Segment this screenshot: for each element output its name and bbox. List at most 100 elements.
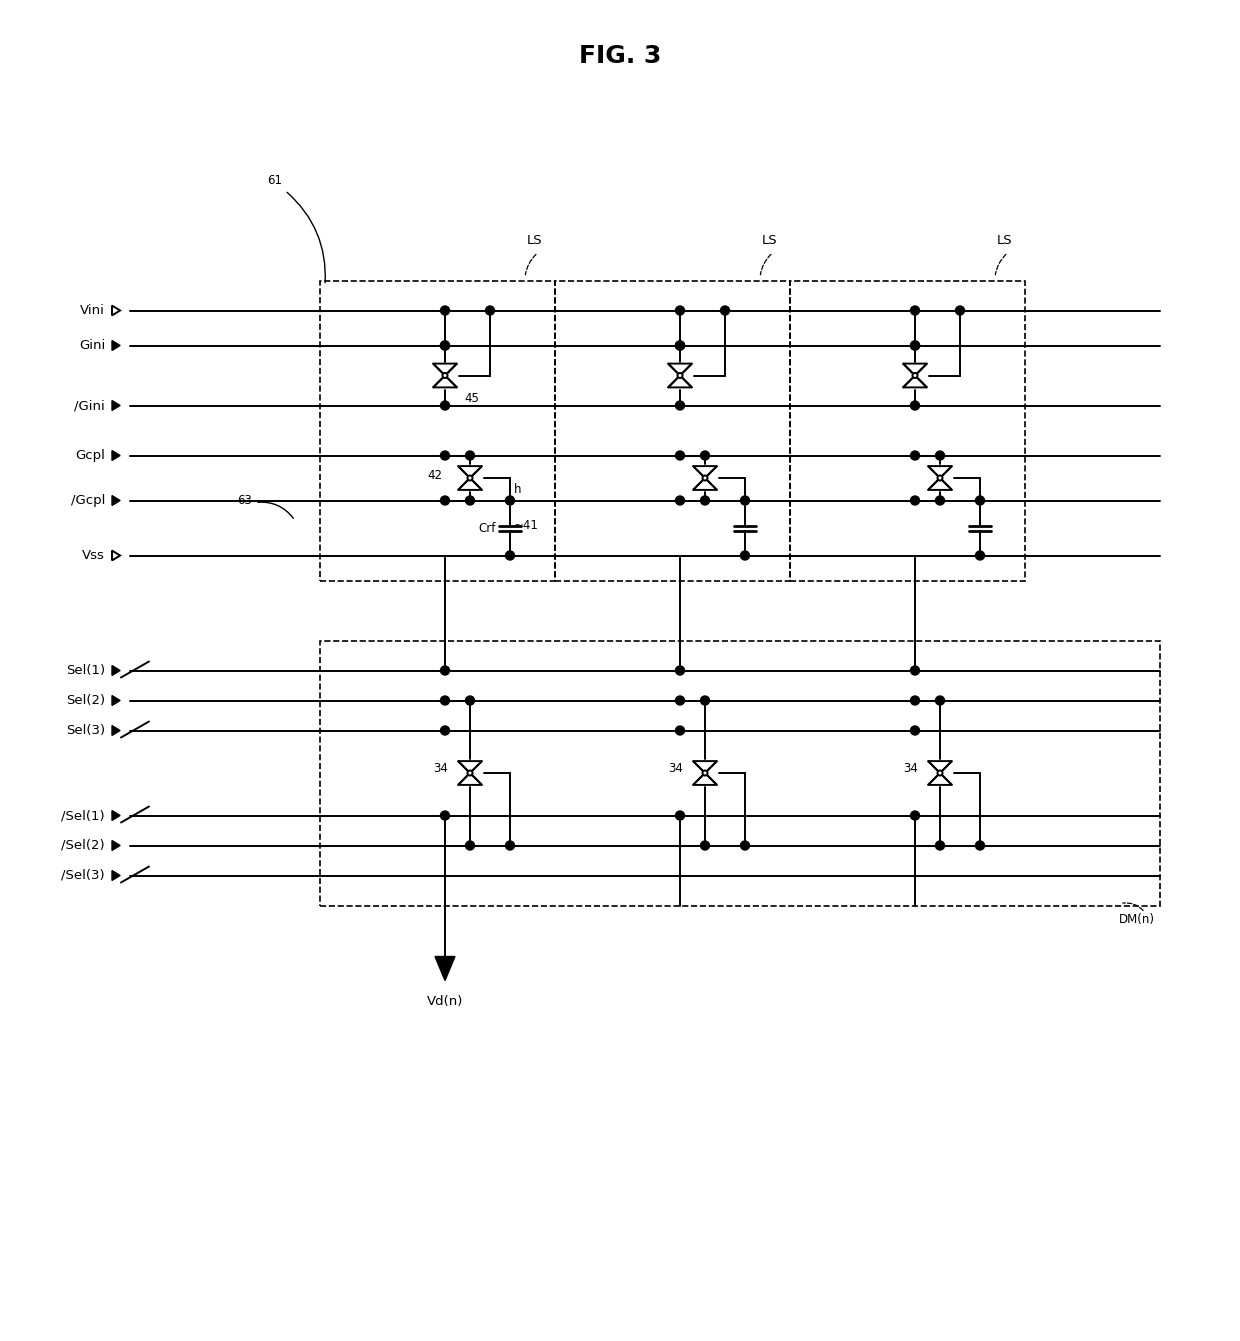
Text: Sel(1): Sel(1) [66, 664, 105, 677]
Circle shape [740, 841, 749, 850]
Circle shape [676, 306, 684, 315]
Text: /Gini: /Gini [74, 400, 105, 412]
Circle shape [701, 696, 709, 705]
Circle shape [913, 373, 918, 378]
Circle shape [976, 841, 985, 850]
Text: 34: 34 [433, 762, 448, 775]
Circle shape [910, 451, 920, 460]
Circle shape [910, 401, 920, 410]
Circle shape [976, 551, 985, 561]
Circle shape [910, 696, 920, 705]
Text: Crf: Crf [479, 522, 496, 535]
Circle shape [910, 666, 920, 675]
Polygon shape [112, 725, 120, 735]
Text: Sel(2): Sel(2) [66, 695, 105, 707]
Circle shape [935, 496, 945, 506]
Circle shape [720, 306, 729, 315]
Circle shape [465, 841, 475, 850]
Circle shape [935, 451, 945, 460]
Bar [320, 641, 1159, 905]
Polygon shape [112, 841, 120, 850]
Bar [790, 280, 1025, 581]
Text: 42: 42 [427, 468, 441, 481]
Bar [556, 280, 790, 581]
Circle shape [740, 496, 749, 506]
Polygon shape [112, 810, 120, 821]
Circle shape [486, 306, 495, 315]
Circle shape [937, 476, 942, 480]
Text: Vini: Vini [81, 304, 105, 316]
Circle shape [956, 306, 965, 315]
Circle shape [701, 496, 709, 506]
Circle shape [910, 306, 920, 315]
Circle shape [676, 401, 684, 410]
Text: Gcpl: Gcpl [76, 449, 105, 463]
Circle shape [676, 696, 684, 705]
Circle shape [440, 401, 449, 410]
Polygon shape [112, 870, 120, 881]
Circle shape [440, 496, 449, 506]
Circle shape [701, 841, 709, 850]
Polygon shape [112, 401, 120, 410]
Circle shape [676, 666, 684, 675]
Circle shape [440, 666, 449, 675]
Circle shape [935, 841, 945, 850]
Circle shape [910, 725, 920, 735]
Circle shape [440, 341, 449, 350]
Circle shape [440, 341, 449, 350]
Circle shape [506, 841, 515, 850]
Text: LS: LS [997, 233, 1013, 247]
Circle shape [440, 725, 449, 735]
Circle shape [676, 341, 684, 350]
Circle shape [443, 373, 448, 378]
Circle shape [910, 811, 920, 819]
Text: /Sel(1): /Sel(1) [61, 809, 105, 822]
Text: Gini: Gini [79, 339, 105, 351]
Circle shape [465, 696, 475, 705]
Text: 34: 34 [668, 762, 683, 775]
Text: LS: LS [763, 233, 777, 247]
Circle shape [910, 341, 920, 350]
Circle shape [935, 696, 945, 705]
Polygon shape [112, 341, 120, 350]
Bar [320, 280, 556, 581]
Circle shape [440, 306, 449, 315]
Circle shape [740, 551, 749, 561]
Polygon shape [112, 696, 120, 705]
Text: FIG. 3: FIG. 3 [579, 43, 661, 67]
Text: Vd(n): Vd(n) [427, 995, 464, 1008]
Circle shape [676, 725, 684, 735]
Circle shape [676, 341, 684, 350]
Circle shape [676, 811, 684, 819]
Polygon shape [112, 665, 120, 676]
Text: h: h [515, 483, 522, 496]
Text: Sel(3): Sel(3) [66, 724, 105, 738]
Text: DM(n): DM(n) [1118, 913, 1154, 927]
Text: /Sel(2): /Sel(2) [61, 839, 105, 852]
Circle shape [440, 811, 449, 819]
Circle shape [910, 341, 920, 350]
Text: /Sel(3): /Sel(3) [61, 869, 105, 882]
Circle shape [465, 451, 475, 460]
Text: /Gcpl: /Gcpl [71, 493, 105, 507]
Text: Vss: Vss [82, 548, 105, 562]
Circle shape [467, 476, 472, 480]
Text: 61: 61 [268, 174, 283, 186]
Circle shape [937, 771, 942, 775]
Circle shape [440, 696, 449, 705]
Text: ~41: ~41 [515, 519, 539, 532]
Circle shape [976, 496, 985, 506]
Circle shape [506, 496, 515, 506]
Polygon shape [112, 451, 120, 460]
Circle shape [465, 496, 475, 506]
Circle shape [467, 771, 472, 775]
Circle shape [676, 496, 684, 506]
Text: 34: 34 [903, 762, 918, 775]
Circle shape [910, 496, 920, 506]
Circle shape [506, 551, 515, 561]
Circle shape [701, 451, 709, 460]
Text: 63: 63 [238, 493, 253, 507]
Polygon shape [435, 956, 455, 980]
Circle shape [703, 771, 708, 775]
Text: 45: 45 [464, 392, 479, 405]
